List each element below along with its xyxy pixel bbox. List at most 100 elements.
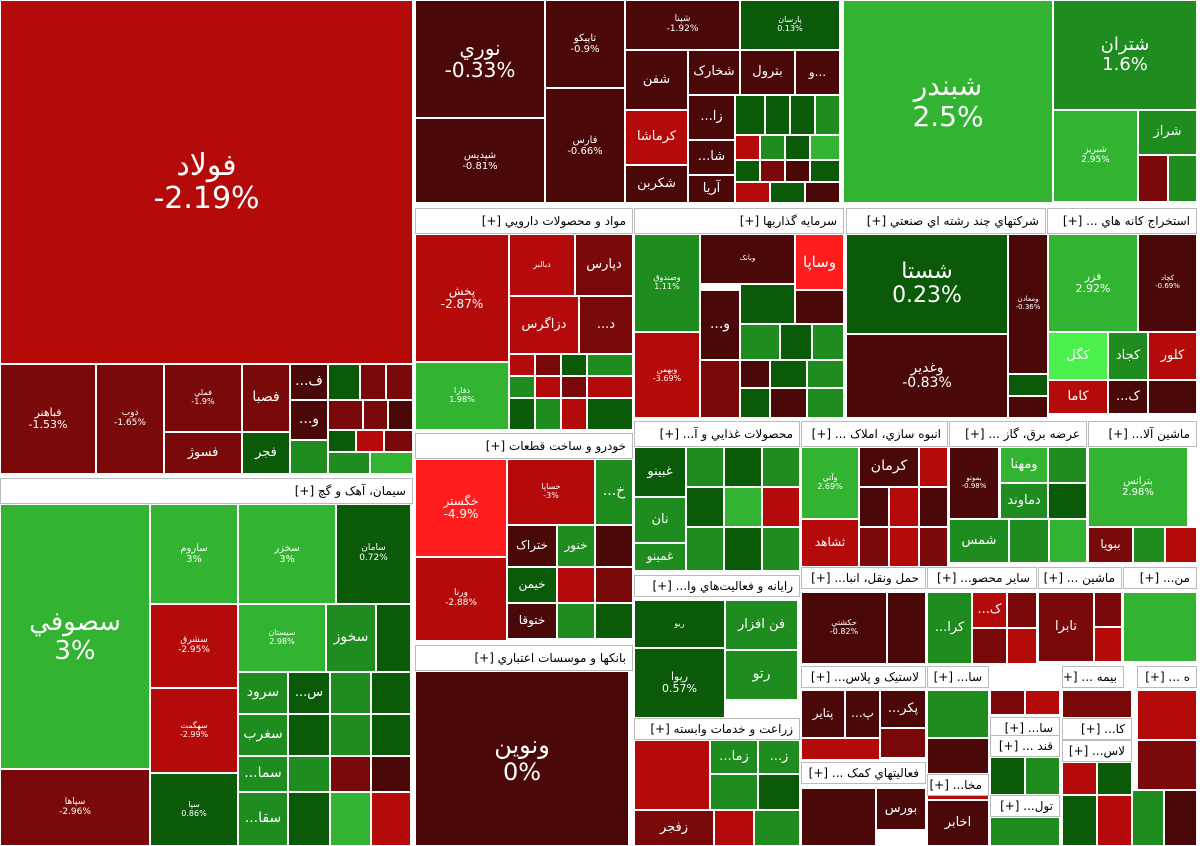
treemap-tile[interactable]: و... (290, 400, 328, 440)
treemap-tile[interactable]: فملي -1.9% (164, 364, 242, 432)
treemap-tile[interactable]: بورس (876, 788, 926, 830)
treemap-tile[interactable]: خگستر -4.9% (415, 459, 507, 557)
treemap-tile[interactable]: ذوب -1.65% (96, 364, 164, 474)
treemap-tile[interactable]: ک... (972, 592, 1007, 628)
treemap-tile[interactable]: غبينو (634, 447, 686, 497)
treemap-tile[interactable]: شپنا -1.92% (625, 0, 740, 50)
treemap-tile[interactable]: سيستان 2.98% (238, 604, 326, 672)
sector-header[interactable]: بيمه ... [+] (1062, 666, 1124, 688)
treemap-tile[interactable]: شمس (949, 519, 1009, 563)
treemap-tile[interactable]: ساروم 3% (150, 504, 238, 604)
treemap-tile[interactable]: و... (700, 290, 740, 360)
sector-header[interactable]: قند ... [+] (990, 735, 1060, 757)
treemap-tile[interactable]: فصبا (242, 364, 290, 432)
sector-header[interactable]: لاستيک و پلاس... [+] (801, 666, 926, 688)
treemap-tile[interactable]: ختراک (507, 525, 557, 567)
treemap-tile[interactable]: ورنا -2.88% (415, 557, 507, 641)
treemap-tile[interactable]: سما... (238, 756, 288, 792)
treemap-tile[interactable]: سشرق -2.95% (150, 604, 238, 688)
treemap-tile[interactable]: وصندوق 1.11% (634, 234, 700, 332)
treemap-tile[interactable]: د... (579, 296, 633, 354)
treemap-tile[interactable]: شپديس -0.81% (415, 118, 545, 203)
treemap-tile[interactable]: وبهمن -3.69% (634, 332, 700, 418)
sector-header[interactable]: خودرو و ساخت قطعات [+] (415, 433, 633, 459)
treemap-tile[interactable]: فزر 2.92% (1048, 234, 1138, 332)
treemap-tile[interactable]: خ... (595, 459, 633, 525)
treemap-tile[interactable]: سغرب (238, 714, 288, 756)
treemap-tile[interactable]: پکر... (880, 690, 926, 728)
treemap-tile[interactable]: ومهنا (1000, 447, 1048, 483)
treemap-tile[interactable]: ز... (758, 740, 800, 774)
treemap-tile[interactable]: فارس -0.66% (545, 88, 625, 203)
treemap-tile[interactable]: نوري -0.33% (415, 0, 545, 118)
treemap-tile[interactable]: زا... (688, 95, 735, 140)
treemap-tile[interactable]: بترول (740, 50, 795, 95)
treemap-tile[interactable]: ونوين 0% (415, 671, 629, 846)
sector-header[interactable]: ساير محصو... [+] (927, 567, 1037, 589)
treemap-tile[interactable]: خساپا -3% (507, 459, 595, 525)
treemap-tile[interactable]: ريو (634, 600, 725, 648)
treemap-tile[interactable]: سهگمت -2.99% (150, 688, 238, 773)
treemap-tile[interactable]: آريا (688, 175, 735, 203)
sector-header[interactable]: فعاليتهاي کمک ... [+] (801, 762, 926, 784)
treemap-tile[interactable]: سپاها -2.96% (0, 769, 150, 846)
treemap-tile[interactable]: تاپيکو -0.9% (545, 0, 625, 88)
treemap-tile[interactable]: کرا... (927, 592, 972, 664)
treemap-tile[interactable]: کگل (1048, 332, 1108, 380)
sector-header[interactable]: تول... [+] (990, 795, 1060, 817)
sector-header[interactable]: مخا... [+] (927, 774, 989, 796)
treemap-tile[interactable]: سرود (238, 672, 288, 714)
treemap-tile[interactable]: سقا... (238, 792, 288, 846)
sector-header[interactable]: ه ... [+] (1137, 666, 1197, 688)
treemap-tile[interactable]: س... (288, 672, 330, 714)
treemap-tile[interactable]: سخوز (326, 604, 376, 672)
treemap-tile[interactable]: کجاد (1108, 332, 1148, 380)
treemap-tile[interactable]: فجر (242, 432, 290, 474)
sector-header[interactable]: ماشين آلا... [+] (1088, 421, 1197, 447)
treemap-tile[interactable]: تابرا (1038, 592, 1094, 662)
treemap-tile[interactable]: سخزر 3% (238, 504, 336, 604)
treemap-tile[interactable]: شا... (688, 140, 735, 175)
treemap-tile[interactable]: وبانک (700, 234, 795, 284)
sector-header[interactable]: بانکها و موسسات اعتباري [+] (415, 645, 633, 671)
treemap-tile[interactable]: پتاير (801, 690, 845, 738)
treemap-tile[interactable]: پارسان 0.13% (740, 0, 840, 50)
treemap-tile[interactable]: کچاد -0.69% (1138, 234, 1197, 332)
treemap-tile[interactable]: حکشتي -0.82% (801, 592, 887, 664)
treemap-tile[interactable]: دبالبر (509, 234, 575, 296)
treemap-tile[interactable]: ف... (290, 364, 328, 400)
sector-header[interactable]: استخراج کانه هاي ... [+] (1047, 208, 1197, 234)
treemap-tile[interactable]: نان (634, 497, 686, 543)
sector-header[interactable]: من... [+] (1123, 567, 1197, 589)
treemap-tile[interactable]: پخش -2.87% (415, 234, 509, 362)
treemap-tile[interactable]: کلور (1148, 332, 1197, 380)
sector-header[interactable]: سرمايه گذاريها [+] (634, 208, 844, 234)
treemap-tile[interactable]: شکربن (625, 165, 688, 203)
treemap-tile[interactable]: بترانس 2.98% (1088, 447, 1188, 527)
treemap-tile[interactable]: ومعادن -0.36% (1008, 234, 1048, 374)
sector-header[interactable]: شرکتهاي چند رشته اي صنعتي [+] (846, 208, 1046, 234)
treemap-tile[interactable]: وغدير -0.83% (846, 334, 1008, 418)
treemap-tile[interactable]: کرماشا (625, 110, 688, 165)
treemap-tile[interactable]: شبندر 2.5% (843, 0, 1053, 203)
treemap-tile[interactable]: غمينو (634, 543, 686, 571)
treemap-tile[interactable]: فباهنر -1.53% (0, 364, 96, 474)
treemap-tile[interactable]: سصوفي 3% (0, 504, 150, 769)
sector-header[interactable]: مواد و محصولات دارويي [+] (415, 208, 633, 234)
sector-header[interactable]: عرضه برق، گاز ... [+] (949, 421, 1087, 447)
treemap-tile[interactable]: اخابر (927, 800, 989, 846)
treemap-tile[interactable]: دزاگرس (509, 296, 579, 354)
treemap-tile[interactable]: دفارا 1.98% (415, 362, 509, 430)
treemap-tile[interactable]: شراز (1138, 110, 1197, 155)
treemap-tile[interactable]: دپارس (575, 234, 633, 296)
treemap-tile[interactable]: خنور (557, 525, 595, 567)
treemap-tile[interactable]: کرمان (859, 447, 919, 487)
sector-header[interactable]: لاس... [+] (1062, 740, 1132, 762)
treemap-tile[interactable]: شفن (625, 50, 688, 110)
sector-header[interactable]: کا... [+] (1062, 718, 1132, 740)
treemap-tile[interactable]: شخارک (688, 50, 740, 95)
treemap-tile[interactable]: بموتو -0.98% (949, 447, 999, 519)
treemap-tile[interactable]: کاما (1048, 380, 1108, 414)
treemap-tile[interactable]: ...و (795, 50, 840, 95)
treemap-tile[interactable]: پ... (845, 690, 880, 738)
